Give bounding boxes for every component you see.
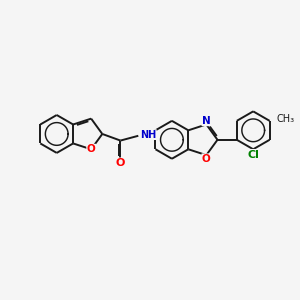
Text: CH₃: CH₃ xyxy=(276,114,294,124)
Text: O: O xyxy=(87,144,95,154)
Text: NH: NH xyxy=(140,130,156,140)
Text: O: O xyxy=(116,158,125,168)
Text: N: N xyxy=(202,116,211,126)
Text: O: O xyxy=(202,154,211,164)
Text: Cl: Cl xyxy=(247,149,259,160)
